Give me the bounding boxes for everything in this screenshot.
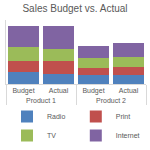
svg-text:Actual: Actual	[49, 87, 69, 94]
svg-text:Sales Budget vs. Actual: Sales Budget vs. Actual	[22, 3, 127, 14]
svg-text:Product 2: Product 2	[96, 97, 126, 104]
svg-text:TV: TV	[47, 132, 56, 139]
svg-text:Budget: Budget	[82, 87, 104, 95]
svg-text:Budget: Budget	[12, 87, 34, 95]
svg-text:Actual: Actual	[119, 87, 139, 94]
svg-text:Print: Print	[116, 113, 130, 120]
svg-text:Radio: Radio	[47, 113, 65, 120]
svg-text:Internet: Internet	[116, 132, 140, 139]
svg-text:Product 1: Product 1	[26, 97, 56, 104]
